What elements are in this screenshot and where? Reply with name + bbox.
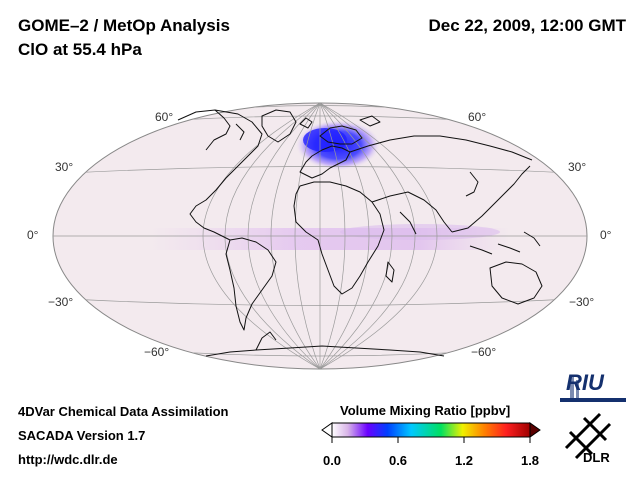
footer-version: SACADA Version 1.7 bbox=[18, 428, 146, 443]
lat-label-right-0: 0° bbox=[600, 228, 612, 242]
colorbar bbox=[321, 422, 541, 443]
lat-label-right-m60: −60° bbox=[471, 345, 497, 359]
map-title: GOME–2 / MetOp Analysis bbox=[18, 16, 230, 35]
lat-label-right-m30: −30° bbox=[569, 295, 595, 309]
colorbar-title: Volume Mixing Ratio [ppbv] bbox=[340, 403, 511, 418]
dlr-logo bbox=[564, 412, 612, 460]
colorbar-tick-1: 0.6 bbox=[388, 453, 408, 468]
colorbar-tick-3: 1.8 bbox=[520, 453, 540, 468]
colorbar-ramp bbox=[331, 422, 531, 438]
lat-label-left-m60: −60° bbox=[144, 345, 170, 359]
riu-logo-text: RIU bbox=[566, 370, 604, 395]
footer-assimilation: 4DVar Chemical Data Assimilation bbox=[18, 404, 229, 419]
lat-label-right-30: 30° bbox=[568, 160, 587, 174]
map-datetime: Dec 22, 2009, 12:00 GMT bbox=[428, 16, 626, 35]
dlr-logo-text: DLR bbox=[583, 450, 610, 465]
colorbar-max-arrow bbox=[529, 422, 541, 438]
lat-label-left-m30: −30° bbox=[48, 295, 74, 309]
colorbar-min-arrow bbox=[321, 422, 333, 438]
lat-label-left-0: 0° bbox=[27, 228, 39, 242]
riu-logo-mark bbox=[560, 376, 626, 402]
lat-label-right-60: 60° bbox=[468, 110, 487, 124]
coastlines bbox=[177, 109, 543, 357]
colorbar-tick-0: 0.0 bbox=[322, 453, 342, 468]
colorbar-tick-2: 1.2 bbox=[454, 453, 474, 468]
footer-url[interactable]: http://wdc.dlr.de bbox=[18, 452, 118, 467]
lat-label-left-60: 60° bbox=[155, 110, 174, 124]
lat-label-left-30: 30° bbox=[55, 160, 74, 174]
map-subtitle: ClO at 55.4 hPa bbox=[18, 40, 142, 59]
